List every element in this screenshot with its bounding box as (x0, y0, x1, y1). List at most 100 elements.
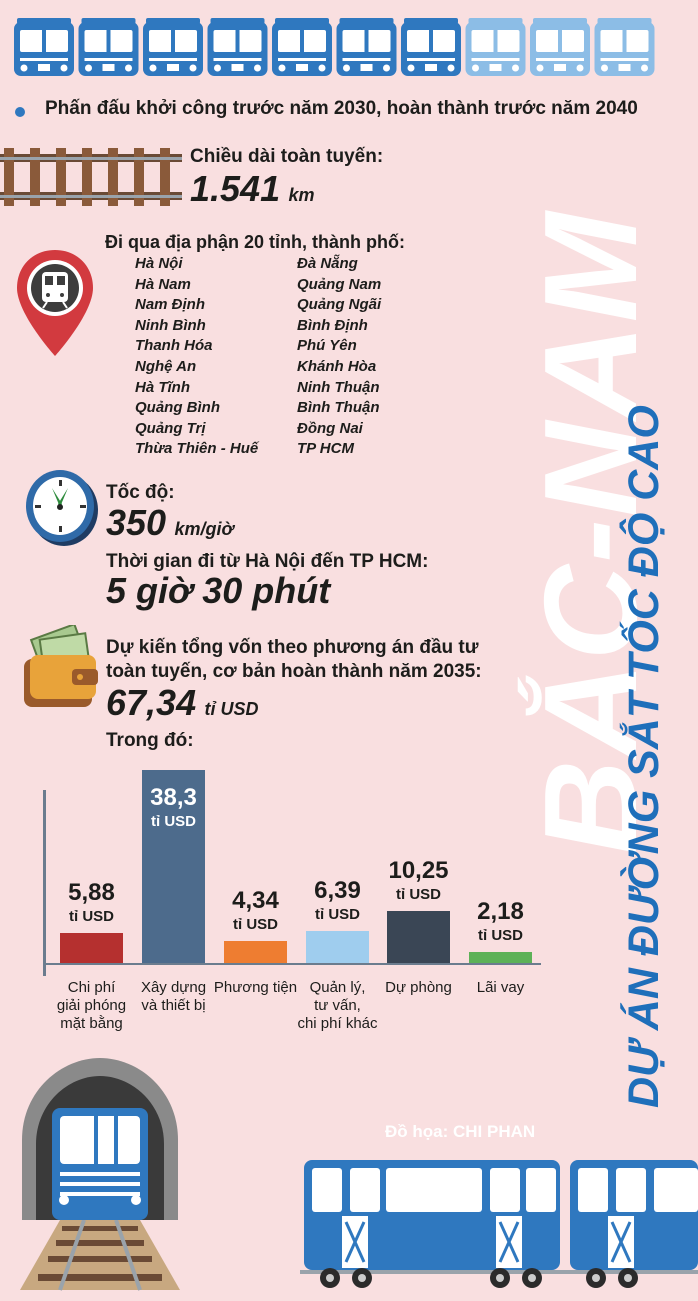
chart-value-number: 6,39 (314, 876, 361, 904)
tunnel-train-illustration (20, 1058, 180, 1291)
chart-category-line: Quản lý, (309, 979, 366, 996)
length-label: Chiều dài toàn tuyến: (190, 146, 384, 167)
province-item: Bình Định (297, 316, 368, 334)
train-icon (14, 18, 74, 76)
chart-value-unit: tỉ USD (315, 905, 360, 923)
speed-label: Tốc độ: (106, 482, 175, 503)
chart-category-line: chi phí khác (297, 1015, 378, 1032)
train-icon (143, 18, 203, 76)
chart-category-label: Quản lý, tư vấn, chi phí khác (284, 979, 391, 1033)
chart-value-label: 38,3 tỉ USD (127, 784, 220, 832)
province-item: Khánh Hòa (297, 358, 377, 375)
speed-unit: km/giờ (174, 519, 234, 539)
chart-value-unit: tỉ USD (69, 908, 114, 926)
length-unit: km (288, 185, 315, 205)
chart-bar (469, 952, 532, 963)
chart-category-label: Phương tiện (202, 979, 309, 997)
train-icon (272, 18, 332, 76)
province-item: Phú Yên (297, 337, 357, 355)
chart-value-label: 5,88 tỉ USD (45, 879, 138, 927)
province-item: TP HCM (297, 440, 354, 458)
chart-category-line: Xây dựng (140, 979, 207, 996)
chart-category-line: mặt bằng (60, 1015, 123, 1032)
chart-category-label: Lãi vay (447, 979, 554, 997)
province-item: Đồng Nai (297, 419, 363, 437)
chart-bar (60, 933, 123, 963)
chart-value-unit: tỉ USD (396, 886, 441, 904)
breakdown-label: Trong đó: (106, 730, 194, 751)
train-icon (336, 18, 397, 76)
chart-bar (387, 911, 450, 963)
chart-category-line: tư vấn, (314, 997, 361, 1014)
province-item: Thừa Thiên - Huế (135, 440, 259, 458)
province-item: Hà Nam (135, 275, 191, 293)
chart-value-label: 2,18 tỉ USD (454, 898, 547, 946)
speed-value-group: 350 km/giờ (106, 502, 234, 544)
travel-time-label: Thời gian đi từ Hà Nội đến TP HCM: (106, 551, 429, 572)
chart-value-label: 6,39 tỉ USD (291, 877, 384, 925)
chart-value-number: 5,88 (68, 879, 115, 907)
capital-value-group: 67,34 tỉ USD (106, 682, 259, 724)
chart-category-line: giải phóng (56, 997, 127, 1014)
train-icon (530, 18, 590, 76)
speed-value: 350 (106, 502, 167, 543)
chart-category-line: Phương tiện (213, 979, 298, 996)
capital-unit: tỉ USD (204, 699, 259, 719)
chart-value-number: 4,34 (232, 887, 279, 915)
province-item: Quảng Trị (135, 419, 206, 437)
train-icon (207, 18, 268, 76)
chart-category-line: và thiết bị (141, 997, 206, 1014)
chart-value-unit: tỉ USD (233, 916, 278, 934)
location-pin-train-icon (17, 250, 93, 356)
province-item: Nam Định (135, 296, 206, 314)
chart-category-label: Dự phòng (365, 979, 472, 997)
chart-category-line: Chi phí (67, 979, 116, 996)
province-item: Hà Tĩnh (135, 378, 190, 396)
train-icon (401, 18, 461, 76)
province-item: Quảng Nam (297, 275, 382, 293)
chart-value-number: 10,25 (388, 857, 449, 885)
chart-bar (224, 941, 287, 963)
province-item: Ninh Thuận (297, 378, 380, 396)
railway-track-icon (0, 148, 182, 206)
province-item: Quảng Ngãi (297, 296, 382, 314)
chart-value-unit: tỉ USD (151, 813, 196, 830)
chart-category-label: Chi phí giải phóng mặt bằng (38, 979, 145, 1033)
train-icon (594, 18, 655, 76)
province-item: Ninh Bình (135, 316, 206, 334)
intro-bullet (15, 107, 25, 117)
chart-category-line: Lãi vay (476, 979, 525, 996)
capital-label-line1: Dự kiến tổng vốn theo phương án đầu tư (106, 637, 479, 658)
chart-category-label: Xây dựng và thiết bị (120, 979, 227, 1015)
provinces-label: Đi qua địa phận 20 tỉnh, thành phố: (105, 232, 405, 252)
province-item: Nghệ An (135, 358, 197, 375)
chart-category-line: Dự phòng (385, 979, 452, 996)
train-cars-illustration (300, 1160, 698, 1288)
chart-value-number: 38,3 (150, 784, 197, 811)
chart-value-label: 10,25 tỉ USD (372, 857, 465, 905)
chart-axis (43, 790, 46, 976)
province-item: Thanh Hóa (135, 337, 213, 355)
clock-icon (26, 470, 98, 546)
chart-value-number: 2,18 (477, 898, 524, 925)
length-value: 1.541 (190, 168, 281, 209)
train-icon (465, 18, 526, 76)
province-item: Hà Nội (135, 255, 183, 272)
headline-sub: DỰ ÁN ĐƯỜNG SẮT TỐC ĐỘ CAO (620, 405, 668, 1108)
wallet-money-icon (24, 625, 98, 707)
length-value-group: 1.541 km (190, 168, 315, 210)
train-icon (78, 18, 139, 76)
capital-label-line2: toàn tuyến, cơ bản hoàn thành năm 2035: (106, 661, 482, 682)
chart-bar (142, 770, 205, 963)
chart-value-label: 4,34 tỉ USD (209, 887, 302, 935)
intro-text: Phấn đấu khởi công trước năm 2030, hoàn … (45, 98, 638, 119)
chart-baseline (43, 963, 541, 965)
province-item: Đà Nẵng (297, 255, 358, 272)
province-item: Quảng Bình (135, 399, 220, 417)
travel-time-value: 5 giờ 30 phút (106, 570, 331, 611)
chart-value-unit: tỉ USD (478, 927, 523, 944)
capital-value: 67,34 (106, 682, 197, 723)
train-icons-row (14, 18, 655, 76)
chart-bar (306, 930, 369, 963)
province-item: Bình Thuận (297, 399, 380, 417)
